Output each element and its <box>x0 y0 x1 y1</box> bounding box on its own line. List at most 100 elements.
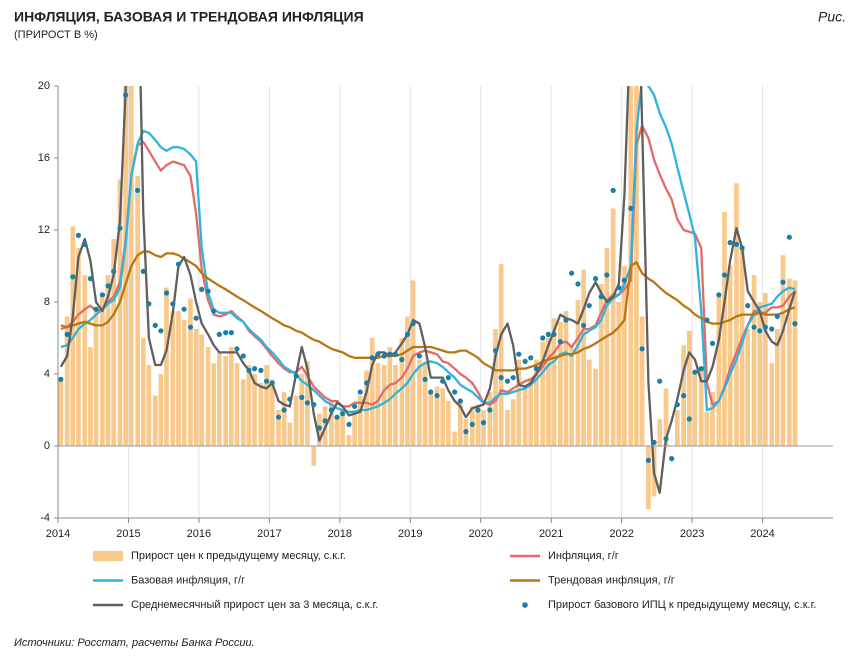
dot <box>357 389 363 395</box>
bar <box>686 330 692 446</box>
bar <box>188 298 193 446</box>
bar <box>281 392 287 446</box>
dot <box>328 407 334 413</box>
series-line <box>59 86 797 494</box>
dot <box>387 351 393 357</box>
dot <box>540 335 546 341</box>
legend-swatch <box>93 551 123 561</box>
dot <box>704 317 710 323</box>
bar <box>674 410 680 446</box>
dot <box>616 285 622 291</box>
dot <box>163 290 170 296</box>
dot <box>721 272 728 278</box>
bar <box>563 311 569 446</box>
bar <box>170 311 176 446</box>
dot <box>739 245 745 251</box>
dot <box>610 187 616 193</box>
x-tick-label: 2019 <box>398 528 422 540</box>
bar <box>346 435 352 446</box>
bar <box>710 392 715 446</box>
bar <box>481 410 486 446</box>
bar <box>417 359 422 446</box>
bar <box>534 359 539 446</box>
bar <box>181 320 187 446</box>
bar <box>216 352 222 446</box>
bar <box>434 386 440 446</box>
dot <box>757 328 763 334</box>
dot <box>674 402 680 408</box>
dot <box>480 420 487 426</box>
dot <box>287 396 293 402</box>
bar <box>634 86 639 446</box>
dot <box>205 288 211 294</box>
bar <box>329 401 334 446</box>
dot <box>563 317 569 323</box>
bar <box>269 379 275 446</box>
bar <box>663 388 669 446</box>
bar <box>598 284 604 446</box>
bar <box>586 359 592 446</box>
bar <box>622 266 627 446</box>
dot <box>440 378 446 384</box>
bar <box>135 176 140 446</box>
legend-label: Инфляция, г/г <box>548 550 619 562</box>
dot <box>445 375 451 381</box>
bar <box>152 395 158 446</box>
dot <box>193 315 199 321</box>
dot <box>792 321 798 327</box>
bar <box>375 363 381 446</box>
dot <box>363 380 370 386</box>
dot <box>510 375 516 381</box>
x-tick-label: 2022 <box>609 528 633 540</box>
dot <box>199 286 205 292</box>
dot <box>135 187 141 193</box>
bar <box>498 264 504 446</box>
bar <box>258 383 264 446</box>
bar <box>540 341 546 446</box>
bar <box>252 374 257 446</box>
series-line <box>60 124 796 408</box>
bar <box>698 366 704 446</box>
dot <box>428 389 434 395</box>
bar <box>387 347 393 446</box>
legend-label: Прирост цен к предыдущему месяцу, с.к.г. <box>131 550 346 562</box>
bar <box>475 404 481 446</box>
bar <box>228 347 234 446</box>
bar <box>264 365 269 446</box>
dot <box>669 456 675 462</box>
dot <box>434 393 440 399</box>
bar <box>199 334 205 446</box>
dot <box>399 357 405 363</box>
bar <box>146 365 152 446</box>
x-tick-label: 2020 <box>468 528 492 540</box>
dot <box>522 358 528 364</box>
bar <box>569 347 574 446</box>
dot <box>58 376 64 382</box>
dot <box>774 313 780 319</box>
bar <box>82 275 88 446</box>
bar <box>510 399 516 446</box>
bar <box>176 311 181 446</box>
dot <box>709 340 716 346</box>
bar <box>769 363 775 446</box>
dot <box>780 279 786 285</box>
dot <box>316 425 322 431</box>
bar <box>93 311 99 446</box>
dot <box>211 308 217 314</box>
chart-title: ИНФЛЯЦИЯ, БАЗОВАЯ И ТРЕНДОВАЯ ИНФЛЯЦИЯ <box>14 9 364 25</box>
bar <box>722 212 727 446</box>
bar <box>399 338 405 446</box>
dot <box>352 403 358 409</box>
bar <box>646 446 651 509</box>
y-tick-label: 8 <box>44 296 50 308</box>
bar <box>287 422 293 446</box>
dot <box>281 407 287 413</box>
bar <box>240 379 246 446</box>
legend-label: Трендовая инфляция, г/г <box>548 574 675 586</box>
bar <box>410 280 416 446</box>
bar <box>604 248 610 446</box>
bar <box>593 368 598 446</box>
bar <box>727 266 733 446</box>
dot <box>786 234 792 240</box>
dot <box>545 331 551 337</box>
